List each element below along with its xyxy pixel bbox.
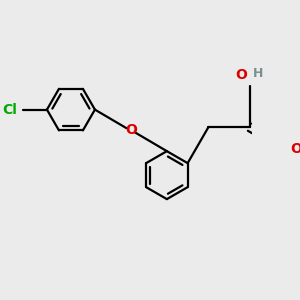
Text: Cl: Cl	[2, 103, 17, 117]
Text: O: O	[235, 68, 247, 83]
Text: H: H	[253, 67, 264, 80]
Text: O: O	[290, 142, 300, 156]
Text: O: O	[125, 123, 137, 137]
